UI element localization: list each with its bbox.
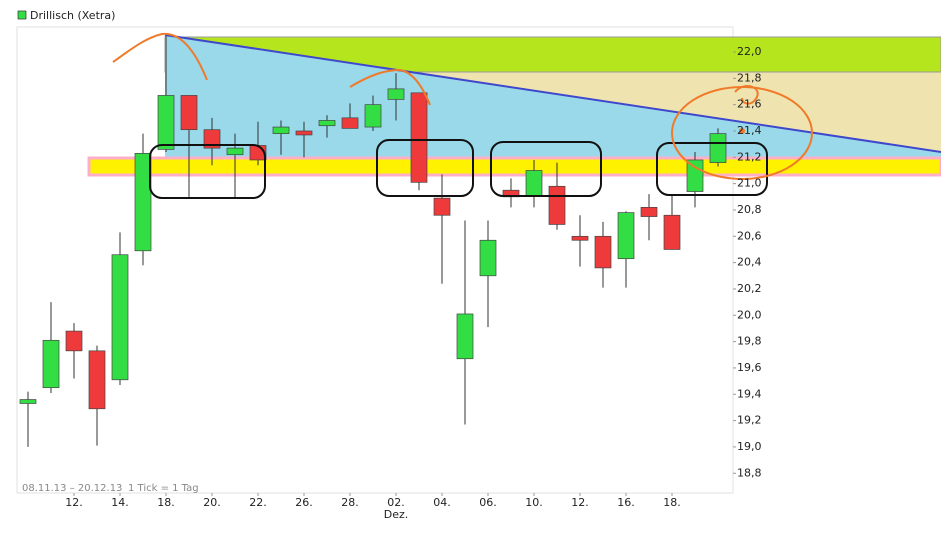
highlight-box: [490, 141, 602, 197]
y-tick-label: 20,4: [737, 256, 762, 269]
candle-body: [318, 120, 336, 127]
y-tick-label: 21,0: [737, 177, 762, 190]
y-tick-label: 21,2: [737, 150, 762, 163]
highlight-box: [149, 144, 266, 199]
x-tick-label: 04.: [433, 496, 451, 509]
candle-body: [387, 88, 405, 100]
candle-body: [180, 95, 198, 131]
candle-body: [709, 133, 727, 163]
y-tick-label: 19,8: [737, 335, 762, 348]
tick-info: 1 Tick = 1 Tag: [128, 483, 199, 494]
candle-body: [272, 126, 290, 134]
highlight-box: [376, 139, 474, 197]
candle-body: [295, 130, 313, 136]
background: [16, 26, 941, 494]
x-tick-label: 10.: [525, 496, 543, 509]
drawings: [112, 32, 941, 199]
candle-body: [88, 350, 106, 410]
candle-body: [111, 254, 129, 381]
x-tick-label: 02.: [387, 496, 405, 509]
candle-body: [364, 104, 382, 128]
chart-title: Drillisch (Xetra): [30, 9, 115, 22]
x-tick-label: 20.: [203, 496, 221, 509]
candle-body: [65, 330, 83, 352]
candle-body: [433, 197, 451, 216]
title-swatch: [17, 10, 27, 20]
candle-body: [157, 95, 175, 150]
candle-body: [42, 339, 60, 389]
candle-body: [19, 399, 37, 404]
x-tick-label: 18.: [663, 496, 681, 509]
y-tick-label: 19,2: [737, 414, 762, 427]
annotation-stroke: [112, 32, 208, 81]
x-tick-label: 12.: [571, 496, 589, 509]
candle-body: [226, 147, 244, 156]
x-tick-label: 22.: [249, 496, 267, 509]
y-tick-label: 22,0: [737, 45, 762, 58]
candle-body: [134, 153, 152, 252]
month-label: Dez.: [384, 508, 409, 521]
candle-body: [203, 129, 221, 149]
annotation-dot: [739, 128, 745, 134]
candle-body: [571, 235, 589, 241]
candle-body: [617, 212, 635, 260]
y-tick-label: 19,4: [737, 387, 762, 400]
y-tick-label: 19,0: [737, 440, 762, 453]
candles: [19, 34, 727, 447]
candle-body: [686, 159, 704, 192]
x-tick-label: 06.: [479, 496, 497, 509]
annotation-stroke: [349, 68, 431, 106]
candle-body: [640, 206, 658, 217]
y-tick-label: 21,8: [737, 71, 762, 84]
candle-body: [410, 92, 428, 183]
candle-body: [525, 170, 543, 196]
candle-body: [341, 117, 359, 129]
y-tick-label: 19,6: [737, 361, 762, 374]
y-tick-label: 20,0: [737, 308, 762, 321]
y-tick-label: 20,6: [737, 229, 762, 242]
y-tick-label: 21,6: [737, 98, 762, 111]
y-tick-label: 18,8: [737, 466, 762, 479]
highlight-box: [656, 142, 768, 196]
period-label: 08.11.13 – 20.12.13: [22, 483, 122, 494]
drawing-triangle: [165, 35, 941, 158]
x-tick-label: 16.: [617, 496, 635, 509]
drawing-band-yellow: [87, 156, 941, 177]
y-tick-label: 20,2: [737, 282, 762, 295]
x-tick-label: 12.: [65, 496, 83, 509]
x-tick-label: 18.: [157, 496, 175, 509]
annotation-stroke: [734, 85, 759, 105]
candle-body: [479, 239, 497, 277]
y-tick-label: 20,8: [737, 203, 762, 216]
x-tick-label: 28.: [341, 496, 359, 509]
candle-body: [663, 214, 681, 250]
candle-body: [594, 235, 612, 269]
candle-body: [456, 313, 474, 360]
x-tick-label: 14.: [111, 496, 129, 509]
x-tick-label: 26.: [295, 496, 313, 509]
y-tick-label: 21,4: [737, 124, 762, 137]
candle-body: [548, 185, 566, 225]
